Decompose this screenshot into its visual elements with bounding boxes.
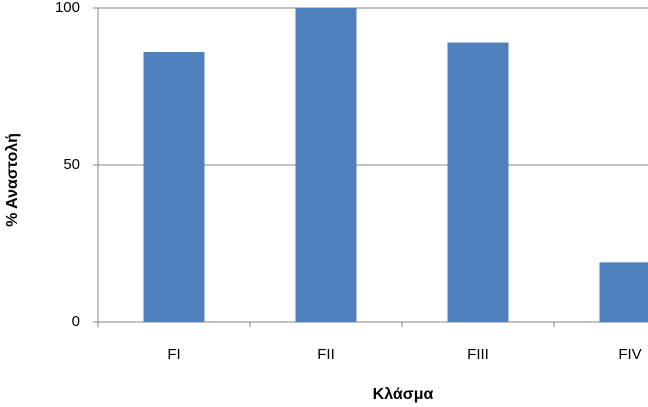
x-tick-label: FIII <box>467 346 489 363</box>
y-axis-title: % Αναστολή <box>4 133 21 227</box>
bar <box>295 8 357 322</box>
x-tick-label: FI <box>167 346 180 363</box>
bar <box>447 42 509 322</box>
bar <box>143 51 205 323</box>
bar <box>599 262 648 322</box>
y-tick-label: 0 <box>72 313 80 330</box>
x-axis-title: Κλάσμα <box>373 386 434 403</box>
y-tick-label: 50 <box>63 156 80 173</box>
x-tick-label: FIV <box>618 346 641 363</box>
x-tick-label: FII <box>317 346 335 363</box>
y-tick-label: 100 <box>55 0 80 16</box>
